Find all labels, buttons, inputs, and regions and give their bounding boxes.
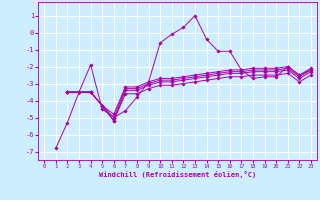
X-axis label: Windchill (Refroidissement éolien,°C): Windchill (Refroidissement éolien,°C) [99, 171, 256, 178]
